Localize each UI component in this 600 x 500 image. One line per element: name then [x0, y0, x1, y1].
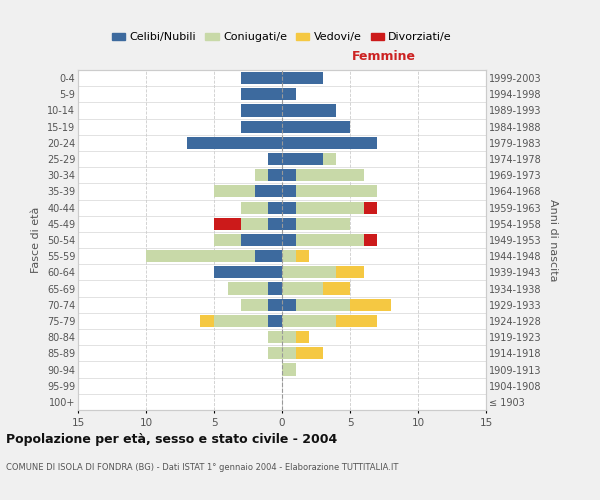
Bar	[323, 153, 337, 165]
Bar	[241, 120, 282, 132]
Bar	[241, 218, 268, 230]
Bar	[282, 364, 296, 376]
Bar	[364, 234, 377, 246]
Bar	[282, 331, 296, 343]
Bar	[241, 104, 282, 117]
Bar	[296, 348, 323, 360]
Bar	[337, 266, 364, 278]
Bar	[296, 186, 377, 198]
Bar	[268, 202, 282, 213]
Bar	[268, 348, 282, 360]
Bar	[146, 250, 255, 262]
Bar	[337, 315, 377, 327]
Bar	[268, 298, 282, 311]
Bar	[241, 88, 282, 101]
Bar	[282, 72, 323, 84]
Bar	[214, 266, 282, 278]
Bar	[227, 282, 268, 294]
Bar	[255, 250, 282, 262]
Bar	[241, 202, 268, 213]
Bar	[200, 315, 214, 327]
Bar	[282, 298, 296, 311]
Y-axis label: Anni di nascita: Anni di nascita	[548, 198, 558, 281]
Bar	[241, 72, 282, 84]
Bar	[268, 169, 282, 181]
Bar	[296, 202, 364, 213]
Bar	[282, 120, 350, 132]
Bar	[296, 218, 350, 230]
Bar	[214, 234, 241, 246]
Bar	[350, 298, 391, 311]
Bar	[296, 298, 350, 311]
Bar	[214, 315, 268, 327]
Bar	[282, 250, 296, 262]
Bar	[282, 202, 296, 213]
Bar	[282, 153, 323, 165]
Bar	[282, 104, 337, 117]
Bar	[268, 315, 282, 327]
Bar	[268, 282, 282, 294]
Bar	[214, 186, 255, 198]
Bar	[282, 282, 323, 294]
Bar	[268, 153, 282, 165]
Bar	[282, 234, 296, 246]
Bar	[241, 298, 268, 311]
Bar	[241, 234, 282, 246]
Bar	[282, 88, 296, 101]
Bar	[282, 315, 337, 327]
Bar	[268, 331, 282, 343]
Bar	[187, 137, 282, 149]
Bar	[364, 202, 377, 213]
Text: Popolazione per età, sesso e stato civile - 2004: Popolazione per età, sesso e stato civil…	[6, 432, 337, 446]
Bar	[296, 234, 364, 246]
Bar	[282, 137, 377, 149]
Bar	[282, 218, 296, 230]
Bar	[214, 218, 241, 230]
Bar	[282, 169, 296, 181]
Legend: Celibi/Nubili, Coniugati/e, Vedovi/e, Divorziati/e: Celibi/Nubili, Coniugati/e, Vedovi/e, Di…	[107, 28, 457, 47]
Bar	[268, 218, 282, 230]
Bar	[255, 169, 268, 181]
Bar	[282, 186, 296, 198]
Y-axis label: Fasce di età: Fasce di età	[31, 207, 41, 273]
Bar	[323, 282, 350, 294]
Bar	[255, 186, 282, 198]
Text: COMUNE DI ISOLA DI FONDRA (BG) - Dati ISTAT 1° gennaio 2004 - Elaborazione TUTTI: COMUNE DI ISOLA DI FONDRA (BG) - Dati IS…	[6, 462, 398, 471]
Bar	[282, 266, 337, 278]
Text: Femmine: Femmine	[352, 50, 416, 63]
Bar	[296, 331, 309, 343]
Bar	[296, 250, 309, 262]
Bar	[282, 348, 296, 360]
Bar	[296, 169, 364, 181]
